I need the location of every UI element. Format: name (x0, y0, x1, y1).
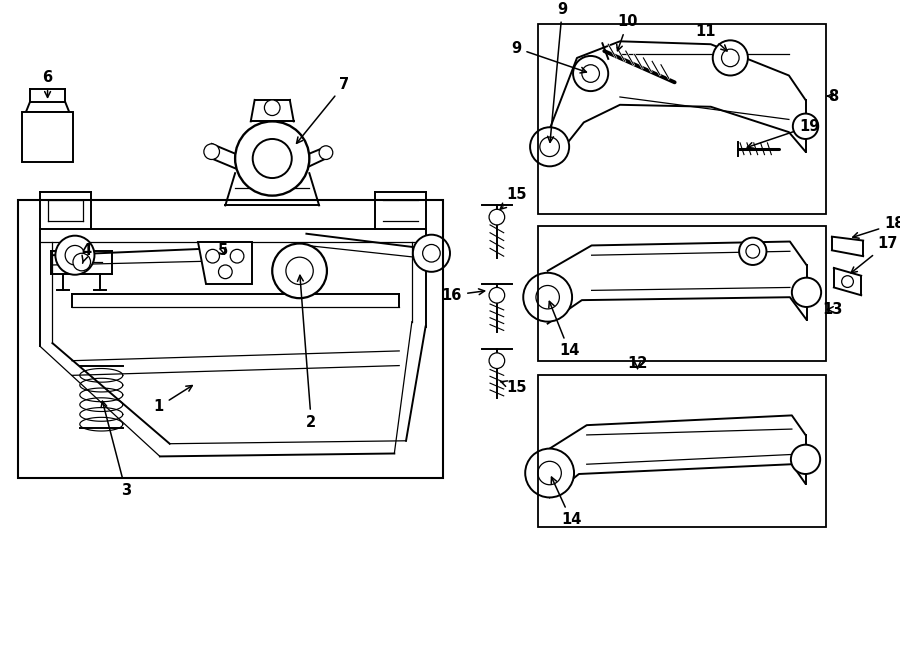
Text: 9: 9 (511, 40, 587, 73)
Text: 11: 11 (696, 24, 727, 51)
Circle shape (793, 114, 818, 139)
Circle shape (423, 245, 440, 262)
Circle shape (538, 461, 562, 485)
Text: 3: 3 (101, 401, 130, 498)
Text: 1: 1 (154, 385, 193, 414)
Text: 13: 13 (823, 302, 843, 317)
Polygon shape (198, 241, 252, 284)
Circle shape (204, 144, 220, 159)
Circle shape (253, 139, 292, 178)
Text: 18: 18 (853, 216, 900, 238)
Circle shape (536, 286, 560, 309)
Circle shape (523, 273, 572, 322)
Text: 15: 15 (500, 379, 526, 395)
Text: 6: 6 (42, 70, 52, 97)
Circle shape (286, 257, 313, 284)
Circle shape (320, 146, 333, 159)
Circle shape (65, 245, 85, 265)
Circle shape (265, 100, 280, 116)
Circle shape (573, 56, 608, 91)
Circle shape (230, 249, 244, 263)
Circle shape (842, 276, 853, 288)
Text: 9: 9 (548, 1, 567, 142)
Circle shape (791, 445, 820, 474)
Circle shape (413, 235, 450, 272)
Bar (538, 24, 826, 214)
Circle shape (713, 40, 748, 75)
Bar (538, 375, 826, 527)
Bar (538, 226, 826, 361)
Text: 12: 12 (627, 356, 648, 371)
Text: 16: 16 (442, 288, 484, 303)
Circle shape (739, 237, 767, 265)
Circle shape (56, 236, 94, 275)
Text: 14: 14 (549, 301, 580, 358)
Circle shape (235, 122, 310, 196)
Circle shape (489, 288, 505, 303)
Circle shape (582, 65, 599, 83)
Text: 15: 15 (500, 187, 526, 210)
Text: 4: 4 (82, 243, 92, 263)
Circle shape (530, 128, 569, 167)
Bar (18, 200, 443, 478)
Circle shape (540, 137, 560, 157)
Text: 14: 14 (552, 477, 581, 527)
Circle shape (746, 245, 760, 258)
Circle shape (489, 353, 505, 369)
Text: 7: 7 (296, 77, 349, 143)
Circle shape (219, 265, 232, 279)
Text: 5: 5 (219, 243, 229, 258)
Circle shape (722, 49, 739, 67)
Text: 19: 19 (747, 119, 820, 148)
Circle shape (206, 249, 220, 263)
Circle shape (792, 278, 821, 307)
Bar (22, 112, 73, 163)
Text: 10: 10 (616, 15, 638, 51)
Text: 8: 8 (828, 89, 838, 104)
Circle shape (73, 253, 91, 271)
Text: 17: 17 (851, 236, 898, 273)
Text: 2: 2 (298, 275, 317, 430)
Circle shape (489, 210, 505, 225)
Circle shape (526, 449, 574, 498)
Circle shape (272, 243, 327, 298)
